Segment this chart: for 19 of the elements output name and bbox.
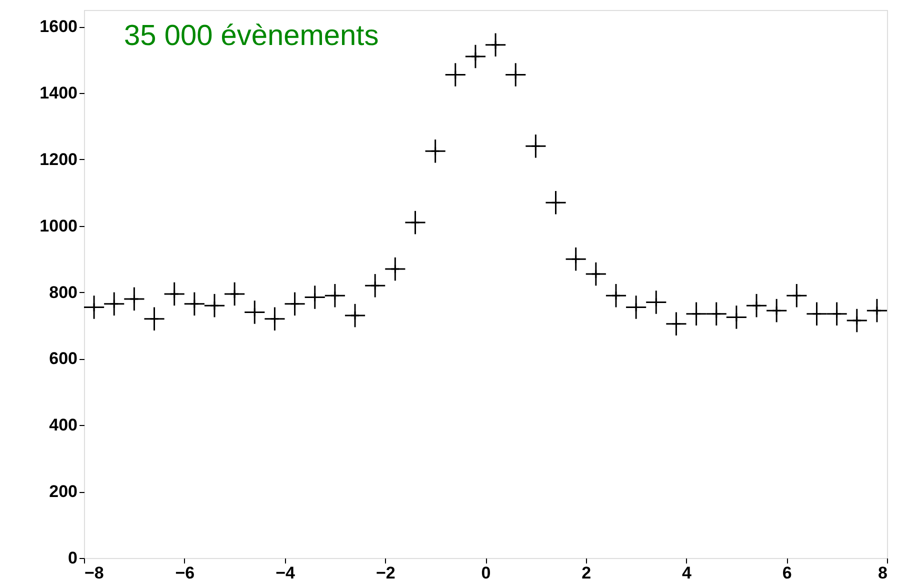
- x-tick-label: −8: [84, 564, 104, 582]
- y-tick-label: 1200: [40, 150, 78, 169]
- annotation: 35 000 évènements: [124, 20, 379, 52]
- y-tick-label: 1000: [40, 216, 78, 236]
- y-tick-label: 1600: [40, 17, 78, 36]
- y-tick-label: 400: [49, 416, 78, 435]
- x-tick-label: 6: [782, 564, 792, 582]
- y-tick-label: 0: [68, 548, 78, 568]
- y-tick-label: 600: [49, 349, 78, 368]
- x-tick-label: −2: [376, 564, 396, 582]
- x-tick-label: 0: [481, 564, 491, 582]
- x-tick-label: 8: [878, 564, 888, 582]
- y-tick-label: 800: [49, 282, 78, 302]
- y-tick-label: 1400: [40, 84, 78, 103]
- x-tick-label: −4: [276, 564, 296, 582]
- x-tick-label: −6: [175, 564, 195, 582]
- y-tick-label: 200: [49, 482, 78, 502]
- x-tick-label: 2: [582, 564, 592, 582]
- x-tick-label: 4: [682, 564, 692, 582]
